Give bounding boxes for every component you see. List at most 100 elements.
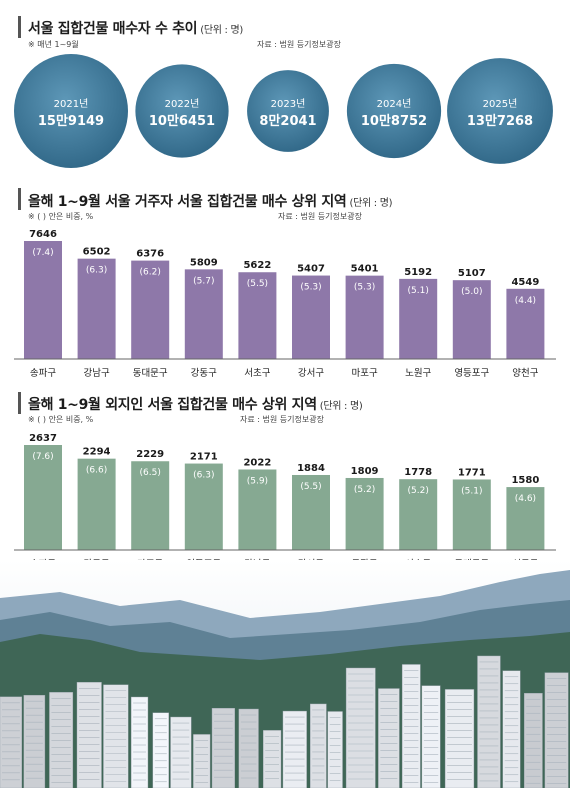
outsider-bar-chart: 2637(7.6)송파구2294(6.6)강동구2229(6.5)마포구2171… [14,433,556,570]
resident-title-text: 올해 1~9월 서울 거주자 서울 집합건물 매수 상위 지역 [28,194,347,210]
bar-value-label: 7646 [29,229,57,240]
building [345,667,376,788]
bubble-year-label: 2023년 [271,98,306,110]
building [262,730,282,788]
bar [238,469,277,550]
bar-value-label: 1778 [404,467,432,478]
bar-category-label: 강동구 [191,368,217,379]
bar-category-label: 강남구 [83,368,109,379]
building [0,696,23,788]
bar-share-label: (5.9) [247,476,268,486]
bar [77,458,116,550]
bar-value-label: 1884 [297,463,325,474]
bubble-value-label: 10만8752 [361,113,427,129]
bar-value-label: 2637 [29,433,57,444]
bubble-year-label: 2022년 [165,98,200,110]
bar-share-label: (4.6) [515,494,536,504]
bar-share-label: (5.1) [408,286,429,296]
apartment-buildings [0,655,569,788]
resident-unit: (단위 : 명) [349,198,393,209]
outsider-unit: (단위 : 명) [319,401,363,412]
buyer-trend-note: ※ 매년 1~9월 [28,40,79,49]
building [327,711,343,788]
outsider-title: 올해 1~9월 외지인 서울 집합건물 매수 상위 지역 (단위 : 명) [28,394,363,414]
building [502,670,521,788]
bar-share-label: (5.5) [247,279,268,289]
bar-share-label: (5.7) [193,276,214,286]
title-accent-bar [18,16,21,38]
bubble-value-label: 13만7268 [467,113,533,129]
building [282,710,307,788]
bubble [247,70,329,152]
bar [399,479,438,550]
bar-category-label: 서초구 [244,368,270,379]
bar-value-label: 5107 [458,268,486,279]
bar-share-label: (5.2) [354,485,375,495]
building [444,689,475,788]
bar-share-label: (6.6) [86,466,107,476]
city-skyline-image [0,560,570,788]
outsider-source: 자료 : 법원 등기정보광장 [240,415,324,424]
bar-category-label: 송파구 [30,368,56,379]
bar-value-label: 6502 [83,247,111,258]
bar-share-label: (6.2) [140,268,161,278]
bar-share-label: (5.3) [300,283,321,293]
outsider-note: ※ ( ) 안은 비중, % [28,415,94,424]
bar [345,275,384,359]
bar-category-label: 영등포구 [454,368,489,379]
title-accent-bar [18,188,21,210]
bubble-year-label: 2021년 [54,98,89,110]
bar-category-label: 강서구 [298,368,324,379]
buyer-trend-unit: (단위 : 명) [200,25,243,36]
building [130,696,149,788]
building [310,703,327,788]
bar [77,258,116,359]
building [378,688,400,788]
bar-value-label: 2229 [136,449,164,460]
building [238,708,259,788]
bubble [346,63,442,159]
bar-share-label: (7.6) [32,452,53,462]
bar [452,280,491,359]
bar [131,260,170,359]
bar-value-label: 6376 [136,249,164,260]
outsider-title-text: 올해 1~9월 외지인 서울 집합건물 매수 상위 지역 [28,397,317,413]
bar [238,272,277,359]
bar-share-label: (6.3) [86,266,107,276]
bubble-chart: 2021년 15만9149 2022년 10만6451 2023년 8만2041 2024년… [14,54,553,168]
bubble-value-label: 8만2041 [259,113,316,129]
bar-value-label: 2171 [190,452,218,463]
bar [506,487,545,550]
bubble-value-label: 15만9149 [38,113,104,129]
bar-share-label: (5.2) [408,486,429,496]
bar-value-label: 5407 [297,264,325,275]
bar-share-label: (5.1) [461,486,482,496]
bar-category-label: 노원구 [405,368,431,379]
bar-share-label: (6.3) [193,471,214,481]
bar-share-label: (4.4) [515,296,536,306]
bar-share-label: (6.5) [140,468,161,478]
bubble-year-label: 2024년 [377,98,412,110]
building [23,694,46,788]
bar [131,461,170,550]
bubble [447,58,553,164]
bubble-value-label: 10만6451 [149,113,215,129]
building [76,682,102,788]
buyer-trend-title: 서울 집합건물 매수자 수 추이 (단위 : 명) [28,18,243,38]
building [477,655,501,788]
bar-value-label: 2294 [83,447,111,458]
bar-share-label: (5.0) [461,287,482,297]
bar-value-label: 1580 [511,475,539,486]
building [523,693,543,788]
buyer-trend-source: 자료 : 법원 등기정보광장 [257,40,341,49]
resident-title: 올해 1~9월 서울 거주자 서울 집합건물 매수 상위 지역 (단위 : 명) [28,191,393,211]
building [103,684,129,788]
bar-value-label: 5809 [190,257,218,268]
building [152,712,169,788]
building [170,716,192,788]
building [421,685,441,788]
bar-value-label: 5192 [404,267,432,278]
bar [345,477,384,550]
bar [452,479,491,550]
bar-value-label: 1809 [351,466,379,477]
